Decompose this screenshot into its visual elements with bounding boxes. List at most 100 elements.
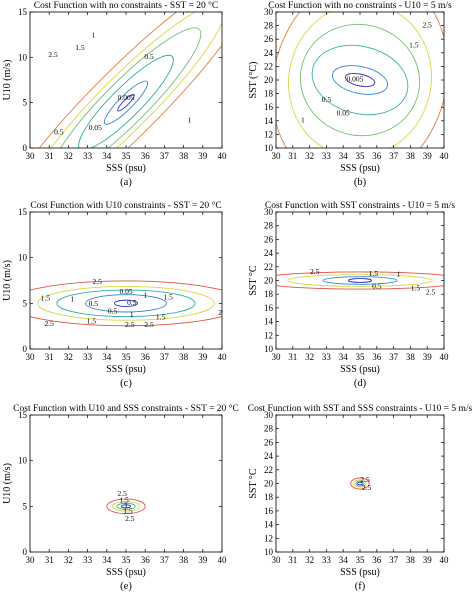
contour-1 bbox=[355, 480, 365, 487]
contour-lines bbox=[106, 498, 146, 515]
contour-label: 1.5 bbox=[164, 293, 174, 302]
y-tick-label: 0 bbox=[23, 547, 28, 557]
contour-label: 0.5 bbox=[54, 127, 64, 136]
x-tick-label: 40 bbox=[440, 555, 450, 565]
contour-label: 1.5 bbox=[75, 43, 85, 52]
x-tick-label: 30 bbox=[26, 151, 36, 161]
contour-1 bbox=[322, 276, 398, 285]
contour-label: 2.5 bbox=[125, 514, 135, 523]
x-axis-label: SSS (psu) bbox=[106, 364, 146, 375]
y-axis-label: U10 (m/s) bbox=[2, 260, 13, 301]
y-tick-label: 20 bbox=[264, 75, 274, 85]
y-tick-label: 10 bbox=[18, 253, 28, 263]
x-tick-label: 37 bbox=[389, 151, 399, 161]
contour-label: 1.5 bbox=[41, 293, 51, 302]
contour-1 bbox=[50, 27, 202, 148]
contour-1.5 bbox=[353, 479, 367, 488]
contour-label: 2.5 bbox=[93, 277, 103, 286]
y-tick-label: 10 bbox=[18, 52, 28, 62]
panel-a: 0.005 0.05 0.5 0.5 1 1.5 2.5 1 30 31 32 33 34 35 36 37 3… bbox=[2, 0, 228, 188]
y-tick-label: 16 bbox=[264, 506, 274, 516]
contour-label: 2.5 bbox=[117, 489, 127, 498]
contour-label: 1 bbox=[301, 116, 305, 125]
x-tick-label: 32 bbox=[305, 352, 314, 362]
x-tick-label: 33 bbox=[83, 352, 93, 362]
x-tick-label: 36 bbox=[141, 352, 151, 362]
x-tick-label: 31 bbox=[288, 352, 297, 362]
x-tick-label: 40 bbox=[218, 151, 228, 161]
contour-label: 2.5 bbox=[144, 320, 154, 329]
contour-0.5 bbox=[78, 54, 174, 148]
y-tick-label: 26 bbox=[264, 34, 274, 44]
x-tick-label: 40 bbox=[440, 151, 450, 161]
contour-label: 2.5 bbox=[426, 288, 436, 297]
contour-0.5 bbox=[311, 44, 409, 116]
panel-b: 0.005 0.05 0.5 1 1.5 2.5 30 31 32 33 34 35 36 37 38 39 4… bbox=[248, 1, 452, 188]
y-tick-label: 12 bbox=[264, 330, 273, 340]
y-tick-label: 5 bbox=[23, 98, 28, 108]
contour-label: 0.05 bbox=[337, 109, 350, 118]
contour-label: 0.05 bbox=[119, 287, 132, 296]
contour-2.5 bbox=[106, 498, 146, 515]
contour-2.5 bbox=[276, 12, 444, 148]
x-axis-label: SSS (psu) bbox=[340, 163, 380, 174]
y-tick-label: 5 bbox=[23, 298, 28, 308]
y-axis-label: SST °C bbox=[248, 265, 259, 296]
panel-e: 2.51.511.52.530 31 32 33 34 35 36 37 38 39 4005101… bbox=[2, 403, 239, 592]
panel-title: Cost Function with no constraints - SST … bbox=[34, 0, 218, 11]
y-tick-label: 30 bbox=[264, 410, 274, 420]
contour-0.005 bbox=[344, 73, 376, 87]
contour-label: 1 bbox=[91, 30, 95, 39]
contour-label: 1.5 bbox=[123, 507, 133, 516]
contour-label: 0.005 bbox=[347, 75, 364, 84]
x-tick-label: 40 bbox=[218, 555, 228, 565]
contour-label: 2.5 bbox=[45, 319, 55, 328]
x-axis-label: SSS (psu) bbox=[340, 364, 380, 375]
x-tick-label: 35 bbox=[356, 352, 366, 362]
y-tick-label: 18 bbox=[264, 89, 274, 99]
contour-label: 0.005 bbox=[118, 93, 135, 102]
y-tick-label: 14 bbox=[264, 317, 274, 327]
contour-0.5 bbox=[85, 294, 167, 313]
panel-caption: (d) bbox=[354, 378, 367, 389]
y-tick-label: 16 bbox=[264, 102, 274, 112]
y-tick-label: 24 bbox=[264, 248, 274, 258]
contour-label: 1.5 bbox=[411, 283, 421, 292]
panel-d: 2.5 1.5 1 0.5 1.5 2.5 30 31 32 33 34 35 36 37 38 39 40 10… bbox=[248, 201, 455, 389]
contour-label: 1 bbox=[124, 501, 128, 510]
x-tick-label: 33 bbox=[322, 352, 332, 362]
contour-label: 1 bbox=[70, 294, 74, 303]
panel-caption: (f) bbox=[355, 581, 366, 592]
y-tick-label: 10 bbox=[264, 547, 274, 557]
contour-lines bbox=[276, 271, 444, 290]
x-tick-label: 32 bbox=[64, 151, 73, 161]
x-tick-label: 37 bbox=[160, 151, 170, 161]
contour-label: 0.5 bbox=[372, 281, 382, 290]
contour-label: 1 bbox=[143, 291, 147, 300]
y-tick-label: 10 bbox=[264, 344, 274, 354]
x-tick-label: 33 bbox=[322, 555, 332, 565]
contour-0.5 bbox=[347, 278, 373, 283]
contour-2.5 bbox=[276, 271, 444, 290]
x-tick-label: 33 bbox=[83, 555, 93, 565]
y-tick-label: 20 bbox=[264, 276, 274, 286]
x-tick-label: 32 bbox=[305, 151, 314, 161]
contour-1.5 bbox=[37, 285, 215, 321]
y-tick-label: 18 bbox=[264, 289, 274, 299]
x-tick-label: 35 bbox=[356, 151, 366, 161]
contour-label: 2.5 bbox=[362, 483, 372, 492]
x-tick-label: 33 bbox=[83, 151, 93, 161]
panel-title: Cost Function with U10 and SSS constrain… bbox=[13, 403, 239, 414]
x-tick-label: 38 bbox=[179, 555, 189, 565]
y-tick-label: 12 bbox=[264, 129, 273, 139]
x-tick-label: 39 bbox=[198, 151, 208, 161]
y-axis-label: U10 (m/s) bbox=[2, 60, 13, 101]
x-tick-label: 35 bbox=[122, 352, 132, 362]
y-tick-label: 10 bbox=[18, 456, 28, 466]
x-tick-label: 38 bbox=[406, 352, 416, 362]
x-tick-label: 34 bbox=[339, 555, 349, 565]
contour-0.05 bbox=[103, 80, 149, 125]
x-tick-label: 32 bbox=[305, 555, 314, 565]
contour-label: 2 bbox=[218, 308, 222, 317]
